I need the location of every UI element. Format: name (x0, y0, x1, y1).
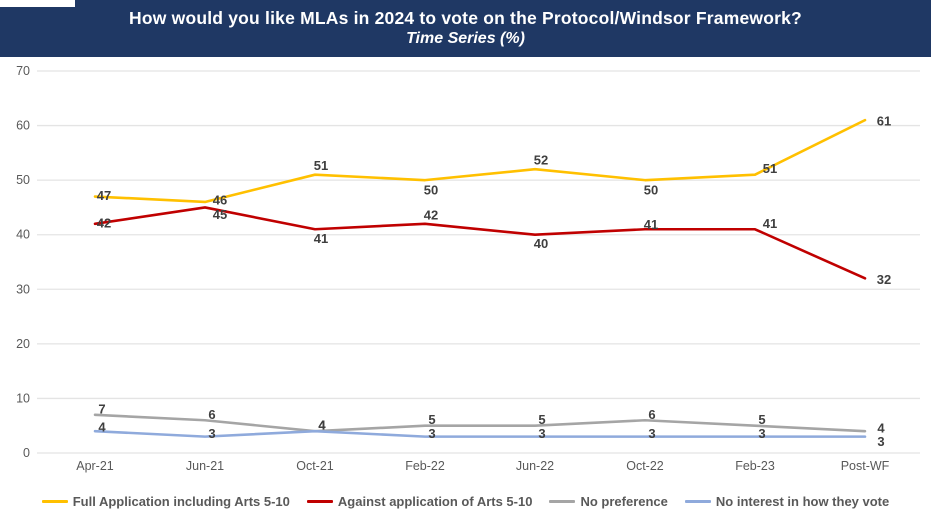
chart-title-bar: How would you like MLAs in 2024 to vote … (0, 0, 931, 57)
x-tick-label: Post-WF (841, 459, 890, 473)
data-label: 46 (213, 192, 227, 207)
data-label: 6 (648, 407, 655, 422)
y-tick-label: 10 (16, 391, 30, 405)
legend-item-1: Against application of Arts 5-10 (306, 493, 533, 509)
data-label: 7 (98, 401, 105, 416)
data-label: 5 (758, 412, 765, 427)
y-tick-label: 70 (16, 64, 30, 78)
x-tick-label: Feb-23 (735, 459, 775, 473)
data-label: 51 (763, 161, 777, 176)
data-label: 6 (208, 407, 215, 422)
data-label: 5 (428, 412, 435, 427)
data-label: 3 (208, 426, 215, 441)
chart-title: How would you like MLAs in 2024 to vote … (129, 7, 802, 28)
header-corner-notch (0, 0, 75, 7)
data-label: 4 (318, 418, 326, 433)
data-label: 3 (648, 426, 655, 441)
data-label: 41 (763, 216, 777, 231)
x-tick-label: Feb-22 (405, 459, 445, 473)
y-tick-label: 30 (16, 282, 30, 296)
legend-swatch (549, 499, 576, 503)
chart-svg: 0 10 20 30 40 50 60 70 Apr-21 Jun-21 Oct-21 Feb-22 J… (16, 64, 920, 473)
legend-label: Against application of Arts 5-10 (337, 493, 533, 509)
x-tick-label: Oct-21 (296, 459, 334, 473)
x-tick-label: Oct-22 (626, 459, 664, 473)
legend: Full Application including Arts 5-10 Agai… (0, 482, 931, 520)
y-tick-label: 60 (16, 119, 30, 133)
data-label: 3 (428, 426, 435, 441)
legend-item-2: No preference (549, 493, 668, 509)
data-label: 5 (538, 412, 545, 427)
data-label: 50 (644, 183, 658, 198)
y-tick-label: 40 (16, 228, 30, 242)
data-label: 61 (877, 114, 891, 129)
y-tick-label: 20 (16, 337, 30, 351)
data-label: 42 (424, 207, 438, 222)
legend-label: No preference (580, 493, 668, 509)
series-line-3 (93, 429, 867, 438)
data-label: 4 (318, 418, 326, 433)
data-label: 4 (877, 421, 885, 436)
legend-label: No interest in how they vote (715, 493, 890, 509)
data-label: 32 (877, 272, 891, 287)
x-tick-label: Jun-21 (186, 459, 224, 473)
series-line-0 (93, 118, 867, 204)
data-label: 51 (314, 158, 328, 173)
chart-area: 0 10 20 30 40 50 60 70 Apr-21 Jun-21 Oct-21 Feb-22 J… (0, 57, 931, 480)
legend-item-0: Full Application including Arts 5-10 (41, 493, 290, 509)
legend-item-3: No interest in how they vote (684, 493, 890, 509)
legend-swatch (684, 499, 711, 503)
series-line-2 (93, 413, 867, 433)
legend-swatch (306, 499, 333, 503)
data-label: 50 (424, 183, 438, 198)
data-label: 42 (97, 215, 111, 230)
data-label: 4 (98, 420, 106, 435)
chart-subtitle: Time Series (%) (406, 30, 525, 48)
data-label: 41 (644, 217, 658, 232)
data-label: 3 (758, 426, 765, 441)
x-tick-label: Jun-22 (516, 459, 554, 473)
series-line-1 (93, 206, 867, 280)
data-label: 52 (534, 153, 548, 168)
data-label: 45 (213, 207, 227, 222)
y-tick-label: 50 (16, 173, 30, 187)
legend-label: Full Application including Arts 5-10 (72, 493, 290, 509)
data-label: 40 (534, 236, 548, 251)
data-label: 47 (97, 188, 111, 203)
x-tick-label: Apr-21 (76, 459, 114, 473)
data-label: 3 (877, 434, 884, 449)
data-label: 3 (538, 426, 545, 441)
data-label: 41 (314, 231, 328, 246)
legend-swatch (41, 499, 68, 503)
y-tick-label: 0 (23, 446, 30, 460)
